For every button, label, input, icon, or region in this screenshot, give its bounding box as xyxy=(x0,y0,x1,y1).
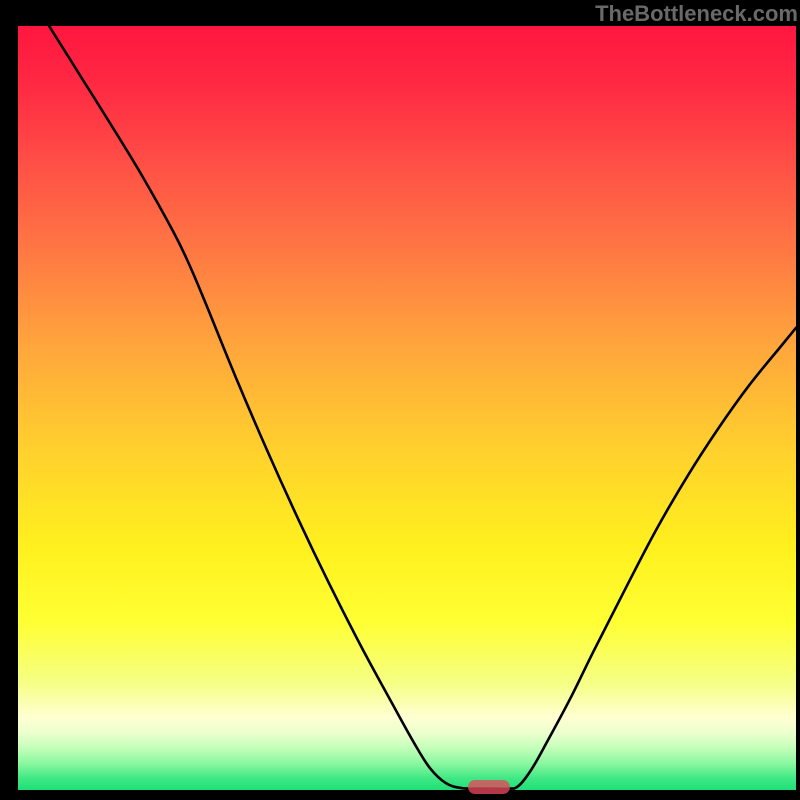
optimal-marker xyxy=(468,780,510,794)
bottleneck-gradient-plot xyxy=(18,26,796,790)
bottleneck-curve xyxy=(18,26,796,790)
watermark-text: TheBottleneck.com xyxy=(595,1,798,27)
